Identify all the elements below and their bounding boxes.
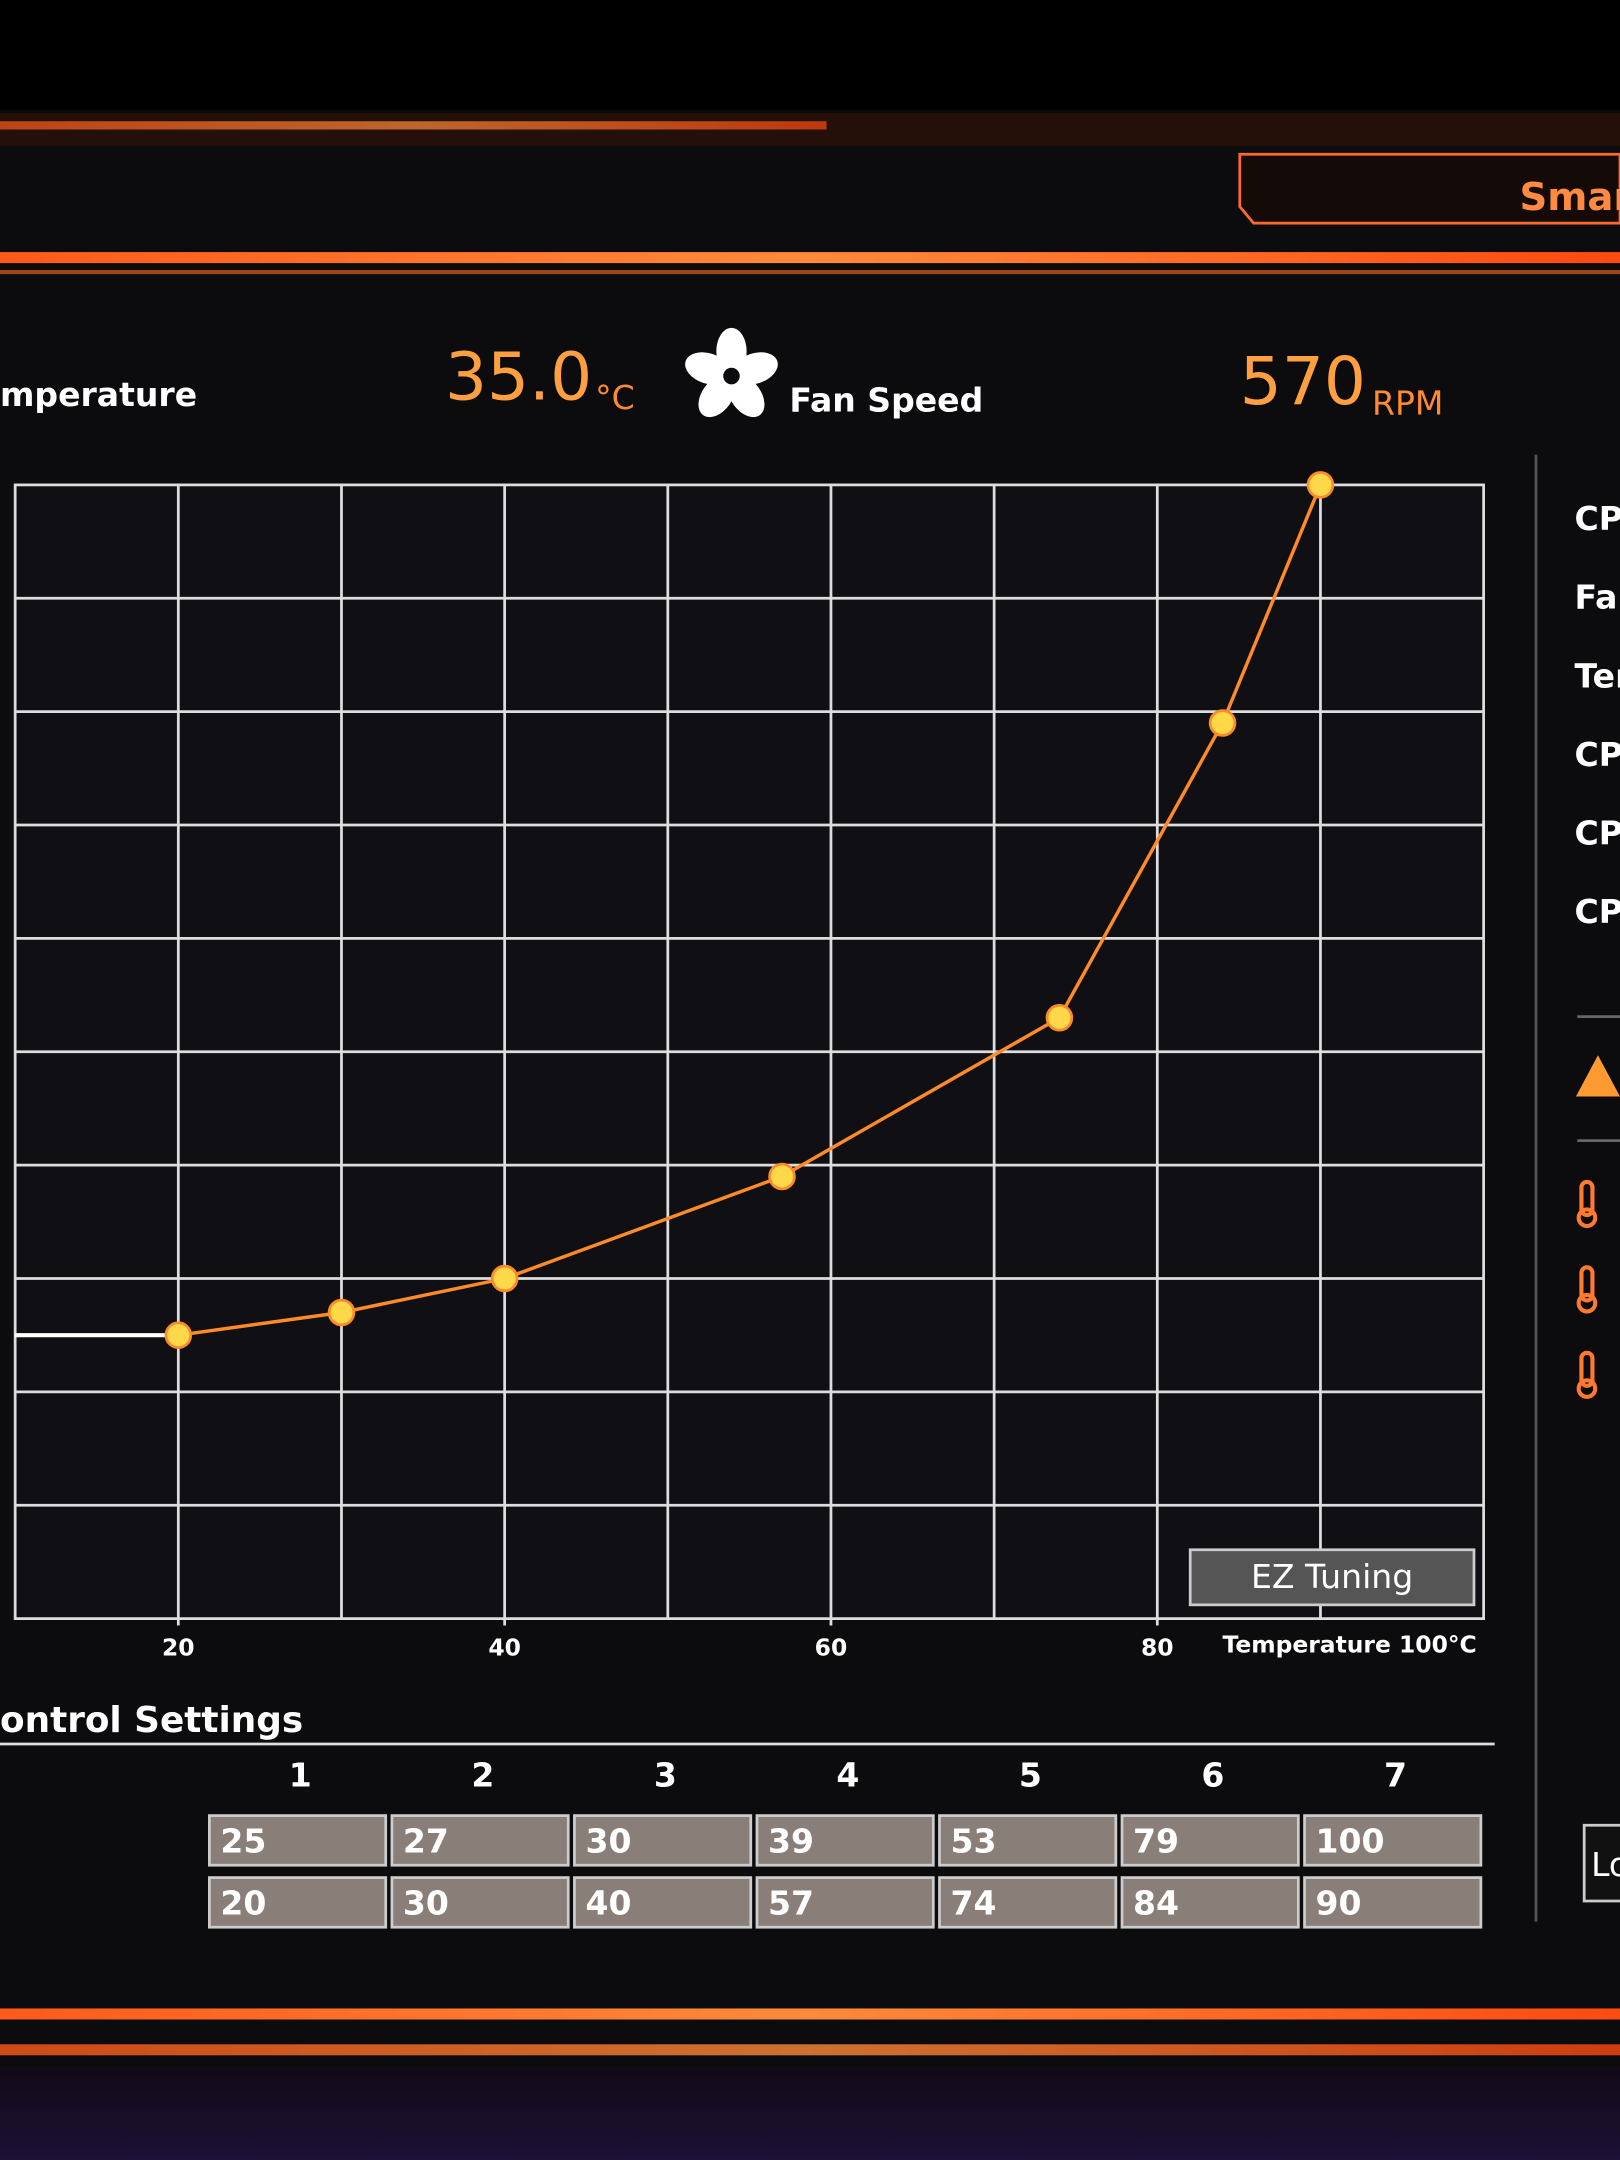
cell-value[interactable]: 27 [403,1822,449,1861]
column-number: 4 [836,1756,859,1795]
column-number: 5 [1019,1756,1042,1795]
cell-value[interactable]: 30 [403,1884,449,1923]
cell-value[interactable]: 53 [951,1822,997,1861]
value-cell[interactable] [755,1876,935,1929]
cell-value[interactable]: 20 [220,1884,266,1923]
value-cell[interactable] [1120,1876,1300,1929]
cell-value[interactable]: 74 [951,1884,997,1923]
bottom-dark [0,2066,1620,2160]
value-cell[interactable] [755,1814,935,1867]
value-cell[interactable] [1120,1814,1300,1867]
value-cell[interactable] [390,1876,570,1929]
x-tick-label: 40 [488,1633,521,1661]
value-cell[interactable] [573,1876,753,1929]
settings-title: ontrol Settings [0,1700,303,1741]
value-cell[interactable] [573,1814,753,1867]
cell-value[interactable]: 100 [1316,1822,1385,1861]
column-number: 2 [471,1756,494,1795]
load-button-label[interactable]: Lo [1591,1845,1620,1884]
value-cell[interactable] [208,1876,388,1929]
value-cell[interactable] [1303,1876,1483,1929]
tab[interactable] [1238,152,1620,225]
x-tick-label: 60 [815,1633,848,1661]
value-cell[interactable] [938,1876,1118,1929]
x-tick-label: 80 [1141,1633,1174,1661]
load-button[interactable] [1582,1823,1620,1903]
thermo-icons [1576,1179,1598,1399]
cell-value[interactable]: 25 [220,1822,266,1861]
glow-line [0,2044,1620,2056]
curve-point[interactable] [164,1321,193,1349]
column-number: 7 [1384,1756,1407,1795]
sidebar-item: CP [1575,813,1620,852]
column-number: 6 [1201,1756,1224,1795]
cell-value[interactable]: 90 [1316,1884,1362,1923]
value-cell[interactable] [938,1814,1118,1867]
top-dark [0,0,1620,111]
ez-button-label[interactable]: EZ Tuning [1251,1557,1413,1596]
column-number: 3 [654,1756,677,1795]
glow-line [0,2008,1620,2020]
sidebar-item: CP [1575,892,1620,931]
fan-label: Fan Speed [789,381,983,420]
temp-unit: °C [595,378,635,417]
temp-value: 35.0 [445,339,592,416]
warning-icon [1575,1055,1620,1097]
temp-label: mperature [0,375,197,414]
x-axis-label: Temperature 100°C [1222,1631,1476,1659]
sidebar-item: Far [1575,578,1620,617]
glow-line [0,270,1620,275]
sidebar-item: CP [1575,735,1620,774]
cell-value[interactable]: 40 [585,1884,631,1923]
curve-point[interactable] [1306,471,1335,499]
value-cell[interactable] [1303,1814,1483,1867]
fan-icon [685,327,778,418]
chart: 20 40 60 80 Temperature 100°C [13,471,1485,1661]
value-cell[interactable] [208,1814,388,1867]
sidebar: CPU Far Ter CP CP CP [1575,499,1620,931]
fan-value: 570 [1240,343,1366,420]
column-number: 1 [289,1756,312,1795]
curve-point[interactable] [1208,709,1237,737]
glow-line [0,252,1620,264]
settings-table: 1 25 20 2 27 30 3 30 40 4 39 57 5 53 74 6 79 84 7 100 90 [208,1756,1483,1929]
cell-value[interactable]: 79 [1133,1822,1179,1861]
cell-value[interactable]: 84 [1133,1884,1179,1923]
glow-line [0,121,827,130]
cell-value[interactable]: 39 [768,1822,814,1861]
tab-label[interactable]: Smar [1519,175,1620,220]
curve-point[interactable] [1045,1003,1074,1032]
curve-point[interactable] [490,1264,519,1293]
fan-unit: RPM [1372,384,1443,423]
sidebar-item: Ter [1575,656,1620,695]
curve-point[interactable] [768,1162,796,1191]
curve-point[interactable] [327,1298,356,1327]
ez-button[interactable] [1188,1548,1476,1607]
cell-value[interactable]: 57 [768,1884,814,1923]
cell-value[interactable]: 30 [585,1822,631,1861]
sidebar-item: CPU [1575,499,1620,538]
x-tick-label: 20 [162,1633,195,1661]
value-cell[interactable] [390,1814,570,1867]
